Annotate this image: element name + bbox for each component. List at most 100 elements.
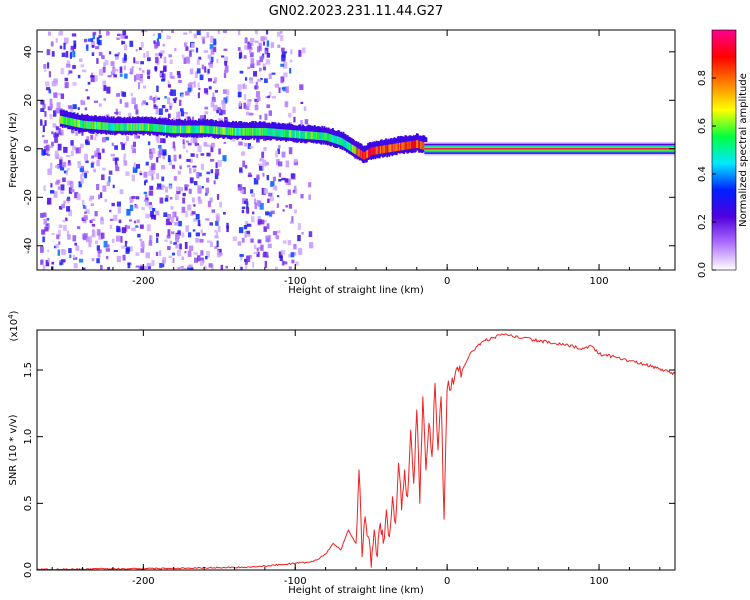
spectrogram-cell — [215, 231, 218, 236]
spectrogram-cell — [302, 47, 306, 54]
spectrogram-cell — [70, 129, 75, 134]
spectrogram-cell — [172, 258, 175, 264]
spectrogram-cell — [167, 155, 171, 163]
track-core — [223, 127, 226, 135]
spectrogram-cell — [257, 46, 261, 53]
track-core — [385, 145, 387, 153]
spectrogram-cell — [123, 160, 128, 166]
spectrogram-cell — [67, 196, 71, 199]
spectrogram-cell — [251, 193, 256, 198]
spectrogram-cell — [243, 200, 247, 204]
spectrogram-cell — [169, 185, 172, 190]
track-core — [195, 125, 198, 134]
spectrogram-cell — [177, 170, 181, 175]
spectrogram-cell — [254, 98, 259, 102]
doppler-track — [59, 109, 675, 164]
spectrogram-cell — [221, 99, 225, 105]
spectrogram-cell — [308, 182, 312, 188]
spectrogram-cell — [120, 33, 125, 39]
spectrogram-cell — [217, 225, 221, 233]
track-core — [402, 142, 404, 151]
track-core — [325, 132, 328, 141]
spectrogram-cell — [51, 131, 54, 135]
spectrogram-cell — [164, 239, 168, 242]
spectrogram-cell — [173, 242, 177, 245]
track-core — [129, 123, 132, 131]
spectrogram-cell — [240, 266, 243, 270]
track-core — [307, 131, 310, 140]
spectrogram-cell — [156, 237, 159, 243]
spectrogram-cell — [146, 51, 149, 58]
spectrogram-cell — [223, 30, 227, 34]
spectrogram-cell — [161, 30, 164, 33]
spectrogram-cell — [60, 93, 65, 99]
track-core — [86, 120, 89, 129]
spectrogram-cell — [308, 231, 313, 238]
spectrogram-cell — [245, 77, 248, 81]
spectrogram-cell — [156, 183, 162, 190]
track-core — [139, 123, 142, 131]
spectrogram-cell — [141, 30, 144, 33]
spectrogram-cell — [161, 73, 166, 81]
spectrogram-cell — [237, 30, 241, 36]
spectrogram-cell — [277, 148, 280, 155]
spectrogram-cell — [156, 157, 159, 163]
track-core — [170, 125, 173, 134]
spectrogram-cell — [206, 251, 210, 258]
spectrogram-cell — [208, 263, 213, 268]
spectrogram-cell — [137, 233, 141, 238]
spectrogram-cell — [76, 193, 81, 201]
spectrogram-cell — [149, 95, 153, 101]
spectrogram-cell — [249, 52, 254, 58]
spectrogram-cell — [217, 159, 222, 167]
spectrogram-cell — [245, 111, 250, 116]
spectrogram-cell — [199, 115, 205, 122]
spectrogram-cell — [173, 154, 177, 162]
track-core — [237, 127, 240, 136]
spectrogram-cell — [169, 240, 173, 245]
spectrogram-cell — [98, 30, 101, 35]
spectrogram-cell — [271, 95, 277, 99]
track-core — [401, 142, 403, 151]
spectrogram-cell — [209, 222, 214, 226]
spectrogram-cell — [215, 220, 219, 226]
track-core — [232, 127, 234, 136]
track-core — [423, 142, 426, 150]
spectrogram-cell — [103, 98, 106, 101]
track-core — [360, 150, 363, 159]
spectrogram-cell — [144, 30, 148, 33]
track-core — [314, 131, 317, 140]
spectrogram-cell — [70, 45, 75, 52]
spectrogram-cell — [218, 148, 221, 155]
track-core — [242, 127, 245, 136]
spectrogram-cell — [60, 249, 66, 256]
spectrogram-cell — [135, 225, 139, 228]
spectrogram-cell — [283, 62, 288, 69]
track-core — [100, 122, 102, 130]
spectrogram-cell — [195, 238, 199, 243]
track-core — [194, 125, 197, 134]
track-core — [408, 141, 411, 150]
spectrogram-cell — [139, 170, 142, 174]
spectrogram-cell — [135, 60, 140, 64]
spectrogram-cell — [176, 71, 181, 76]
spectrogram-cell — [60, 191, 64, 194]
spectrogram-cell — [58, 31, 62, 36]
track-core — [193, 125, 196, 134]
track-core — [254, 127, 257, 136]
spectrogram-cell — [264, 260, 268, 268]
spectrogram-cell — [188, 245, 194, 251]
spectrogram-cell — [243, 94, 247, 101]
spectrogram-cell — [276, 31, 281, 37]
spectrogram-cell — [89, 195, 95, 200]
spectrogram-cell — [298, 248, 303, 255]
spectrogram-cell — [135, 73, 140, 80]
track-core — [73, 118, 76, 127]
spectrogram-cell — [192, 116, 195, 121]
track-core — [116, 123, 118, 131]
spectrogram-x-ticks: -200 -100 0 100 — [51, 30, 661, 287]
spectrogram-cell — [87, 81, 91, 85]
spectrogram-cell — [131, 174, 135, 182]
spectrogram-cell — [289, 59, 293, 63]
spectrogram-cell — [135, 49, 139, 52]
